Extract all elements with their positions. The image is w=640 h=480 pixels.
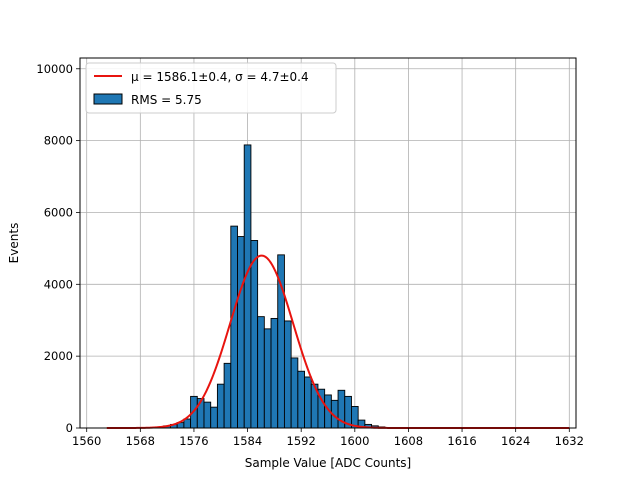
- histogram-bar: [297, 370, 305, 429]
- x-tick-label: 1560: [72, 434, 101, 448]
- x-tick-label: 1616: [447, 434, 476, 448]
- legend-box: [85, 62, 337, 114]
- x-tick-label: 1584: [233, 434, 262, 448]
- y-axis-ticks: 0 2000 4000 6000 8000 10000: [36, 62, 80, 435]
- histogram-bar: [283, 320, 292, 429]
- x-tick-label: 1600: [340, 434, 369, 448]
- y-tick-label: 0: [66, 421, 73, 435]
- x-tick-label: 1568: [126, 434, 155, 448]
- legend-histogram-label: RMS = 5.75: [131, 93, 202, 107]
- histogram-bar: [270, 317, 279, 429]
- histogram-bar: [223, 362, 232, 429]
- legend: μ = 1586.1±0.4, σ = 4.7±0.4 RMS = 5.75: [85, 62, 337, 114]
- x-tick-label: 1624: [501, 434, 530, 448]
- plot-frame: [79, 57, 577, 429]
- histogram-bars: [136, 144, 393, 429]
- x-tick-label: 1608: [394, 434, 423, 448]
- histogram-bar: [210, 406, 218, 429]
- histogram-bar: [216, 383, 225, 429]
- histogram-bar: [304, 376, 312, 429]
- x-tick-label: 1592: [287, 434, 316, 448]
- histogram-bar: [203, 401, 212, 429]
- y-tick-label: 4000: [44, 277, 73, 291]
- y-tick-label: 10000: [36, 62, 73, 76]
- histogram-bar: [257, 316, 265, 429]
- legend-histogram-swatch: [93, 93, 123, 105]
- x-tick-label: 1632: [555, 434, 584, 448]
- histogram-bar: [263, 328, 272, 429]
- x-axis-label: Sample Value [ADC Counts]: [245, 456, 411, 470]
- histogram-bar: [230, 225, 238, 429]
- histogram-bar: [243, 144, 252, 429]
- y-tick-label: 8000: [44, 134, 73, 148]
- histogram-bar: [290, 357, 299, 429]
- x-axis-ticks: 1560 1568 1576 1584 1592 1600 1608 1616 1624 1632: [72, 428, 584, 448]
- histogram-bar: [250, 240, 259, 429]
- legend-fit-label: μ = 1586.1±0.4, σ = 4.7±0.4: [131, 70, 309, 84]
- y-tick-label: 2000: [44, 349, 73, 363]
- y-axis-label: Events: [7, 223, 21, 264]
- histogram-bar: [183, 418, 192, 429]
- histogram-bar: [237, 236, 245, 429]
- x-tick-label: 1576: [179, 434, 208, 448]
- y-tick-label: 6000: [44, 205, 73, 219]
